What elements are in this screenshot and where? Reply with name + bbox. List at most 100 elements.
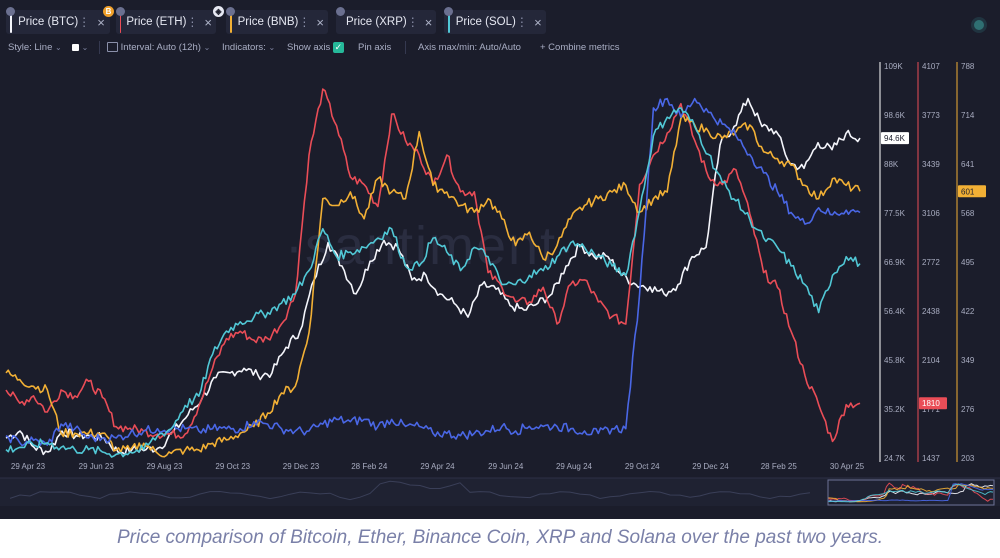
y-tick-label-eth: 4107 [922, 62, 940, 71]
x-tick-label: 28 Feb 25 [761, 462, 798, 471]
y-tick-label-bnb: 495 [961, 258, 975, 267]
x-tick-label: 29 Aug 23 [146, 462, 183, 471]
color-picker[interactable]: ⌄ [72, 42, 88, 53]
x-tick-label: 29 Aug 24 [556, 462, 593, 471]
checkbox-checked-icon[interactable]: ✓ [332, 42, 344, 53]
x-tick-label: 29 Oct 23 [215, 462, 250, 471]
y-tick-label-eth: 1771 [922, 405, 940, 414]
network-badge-icon: ◈ [213, 6, 224, 17]
close-icon[interactable]: × [97, 14, 105, 30]
tab-price-eth[interactable]: Price (ETH) ⋮ × [116, 10, 216, 34]
y-tick-label-bnb: 422 [961, 307, 975, 316]
y-tick-label-eth: 2438 [922, 307, 940, 316]
interval-dropdown[interactable]: Interval: Auto (12h) ⌄ [107, 42, 210, 53]
y-tick-label-btc: 88K [884, 160, 899, 169]
y-tick-label-eth: 2772 [922, 258, 940, 267]
y-tick-label-btc: 24.7K [884, 454, 906, 463]
y-tick-label-eth: 3439 [922, 160, 940, 169]
lock-icon [336, 7, 345, 16]
navigator-line [827, 483, 994, 503]
pin-axis-toggle[interactable]: Pin axis [358, 42, 391, 53]
close-icon[interactable]: × [534, 14, 542, 30]
tab-label: Price (ETH) [126, 16, 187, 28]
current-value-marker-btc [881, 132, 909, 145]
status-dot-icon[interactable] [974, 20, 984, 30]
y-tick-label-eth: 3773 [922, 111, 940, 120]
tab-price-btc[interactable]: Price (BTC) ⋮ × [6, 10, 110, 34]
y-tick-label-btc: 109K [884, 62, 903, 71]
y-tick-label-bnb: 568 [961, 209, 975, 218]
current-value-label-bnb: 601 [961, 187, 975, 196]
kebab-icon[interactable]: ⋮ [406, 15, 419, 29]
price-chart[interactable]: 109K 98.6K 88K 77.5K 66.9K 56.4K 45.8K 35.2K 24.… [0, 0, 1000, 519]
tab-price-bnb[interactable]: Price (BNB) ⋮ × [226, 10, 328, 34]
current-value-marker-eth [919, 397, 947, 410]
calendar-icon [107, 42, 118, 53]
x-tick-label: 29 Jun 24 [488, 462, 524, 471]
x-tick-label: 29 Apr 23 [11, 462, 46, 471]
x-tick-label: 28 Feb 24 [351, 462, 388, 471]
show-axis-toggle[interactable]: Show axis ✓ [287, 42, 344, 53]
series-color-swatch [10, 11, 13, 33]
close-icon[interactable]: × [424, 14, 433, 30]
series-line-price-btc [5, 97, 861, 456]
bitcoin-badge-icon: B [103, 6, 114, 17]
navigator-line [827, 483, 994, 502]
chart-toolbar: Style: Line ⌄ ⌄ Interval: Auto (12h) ⌄ I… [0, 40, 1000, 56]
indicators-dropdown[interactable]: Indicators: ⌄ [222, 42, 275, 53]
y-tick-label-bnb: 203 [961, 454, 975, 463]
y-tick-label-btc: 56.4K [884, 307, 906, 316]
tab-price-xrp[interactable]: Price (XRP) ⋮ × [336, 10, 436, 34]
tab-label: Price (BTC) [18, 16, 79, 28]
kebab-icon[interactable]: ⋮ [78, 15, 91, 29]
pin-axis-label: Pin axis [358, 42, 392, 53]
current-value-label-eth: 1810 [922, 399, 940, 408]
navigator-selection-window [827, 479, 995, 506]
lock-icon [444, 7, 453, 16]
divider [99, 41, 100, 54]
combine-metrics-label: + Combine metrics [540, 42, 620, 53]
y-tick-label-bnb: 276 [961, 405, 975, 414]
y-tick-label-bnb: 349 [961, 356, 975, 365]
axis-maxmin-control[interactable]: Axis max/min: Auto/Auto [418, 42, 521, 53]
kebab-icon[interactable]: ⋮ [298, 15, 311, 29]
series-line-price-eth [5, 88, 861, 443]
kebab-icon[interactable]: ⋮ [186, 15, 199, 29]
y-tick-label-eth: 2104 [922, 356, 940, 365]
y-tick-label-btc: 66.9K [884, 258, 906, 267]
color-swatch [72, 43, 79, 51]
series-color-swatch [230, 11, 232, 33]
x-tick-label: 29 Apr 24 [420, 462, 455, 471]
kebab-icon[interactable]: ⋮ [515, 15, 528, 29]
y-tick-label-eth: 3106 [922, 209, 940, 218]
lock-icon [226, 7, 235, 16]
divider [405, 41, 406, 54]
show-axis-label: Show axis [287, 42, 331, 54]
combine-metrics-button[interactable]: + Combine metrics [540, 42, 619, 53]
lock-icon [116, 7, 125, 16]
tab-price-sol[interactable]: Price (SOL) ⋮ × [444, 10, 546, 34]
series-line-price-sol [5, 107, 861, 458]
y-tick-label-eth: 1437 [922, 454, 940, 463]
x-tick-label: 29 Jun 23 [79, 462, 115, 471]
y-tick-label-btc: 35.2K [884, 405, 906, 414]
chevron-down-icon: ⌄ [81, 43, 89, 52]
tab-label: Price (SOL) [455, 16, 516, 28]
series-line-price-xrp [5, 97, 861, 447]
axis-maxmin-label: Axis max/min: Auto/Auto [418, 42, 521, 53]
indicators-label: Indicators: [222, 42, 266, 53]
current-value-marker-bnb [958, 185, 986, 198]
x-tick-label: 29 Dec 23 [283, 462, 320, 471]
style-dropdown[interactable]: Style: Line ⌄ [8, 42, 62, 53]
y-tick-label-bnb: 714 [961, 111, 975, 120]
navigator-history-line [9, 480, 811, 501]
y-tick-label-btc: 98.6K [884, 111, 906, 120]
chevron-down-icon: ⌄ [55, 43, 62, 52]
close-icon[interactable]: × [204, 14, 212, 30]
watermark: ·santiment· [285, 216, 578, 276]
x-tick-label: 29 Dec 24 [692, 462, 729, 471]
interval-label: Interval: Auto (12h) [120, 42, 201, 53]
series-color-swatch [448, 11, 450, 33]
chart-app: Price (BTC) ⋮ × Price (ETH) ⋮ × Price (B… [0, 0, 1000, 519]
close-icon[interactable]: × [316, 14, 324, 30]
